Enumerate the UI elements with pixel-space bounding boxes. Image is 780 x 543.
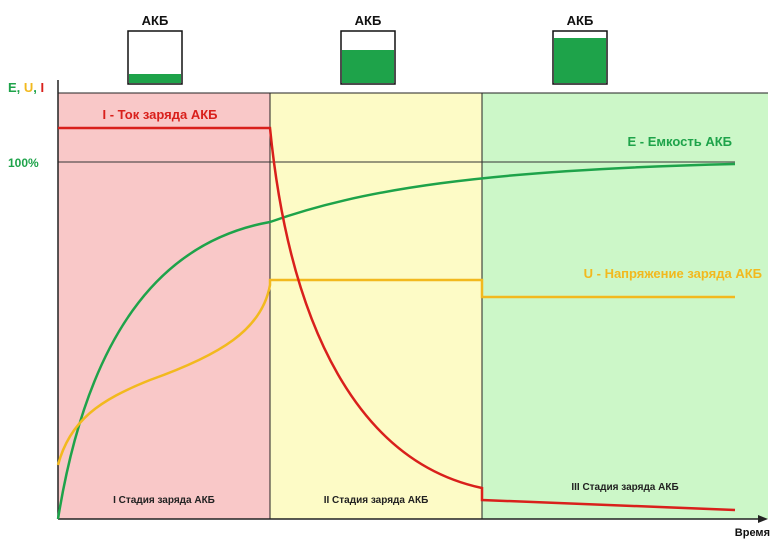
stage-label: II Стадия заряда АКБ [324, 495, 429, 506]
current-curve [58, 126, 736, 512]
current-label: I - Ток заряда АКБ [103, 107, 218, 122]
separator: , [33, 80, 40, 95]
battery-charge [554, 38, 606, 83]
battery: АКБ [127, 13, 183, 85]
capacity-label: E - Емкость АКБ [628, 134, 732, 149]
x-axis-label: Время [735, 527, 770, 539]
label-i: I [41, 80, 45, 95]
separator: , [17, 80, 24, 95]
stage-label: I Стадия заряда АКБ [113, 495, 215, 506]
battery: АКБ [552, 13, 608, 85]
battery-charge [342, 50, 394, 83]
battery-label: АКБ [567, 13, 594, 28]
voltage-label: U - Напряжение заряда АКБ [584, 266, 762, 281]
voltage-curve [56, 278, 735, 466]
x-arrow [758, 515, 768, 523]
stage-2-area [270, 93, 482, 519]
battery-charge [129, 74, 181, 83]
y-axis-label: E, U, I [8, 80, 44, 95]
capacity-curve [56, 162, 736, 520]
label-e: E [8, 80, 17, 95]
battery: АКБ [340, 13, 396, 85]
stage-3-area [482, 93, 768, 519]
full-mark: 100% [8, 156, 39, 170]
battery-label: АКБ [142, 13, 169, 28]
stage-label: III Стадия заряда АКБ [571, 482, 678, 493]
battery-label: АКБ [355, 13, 382, 28]
label-u: U [24, 80, 33, 95]
stage-1-area [58, 93, 270, 519]
